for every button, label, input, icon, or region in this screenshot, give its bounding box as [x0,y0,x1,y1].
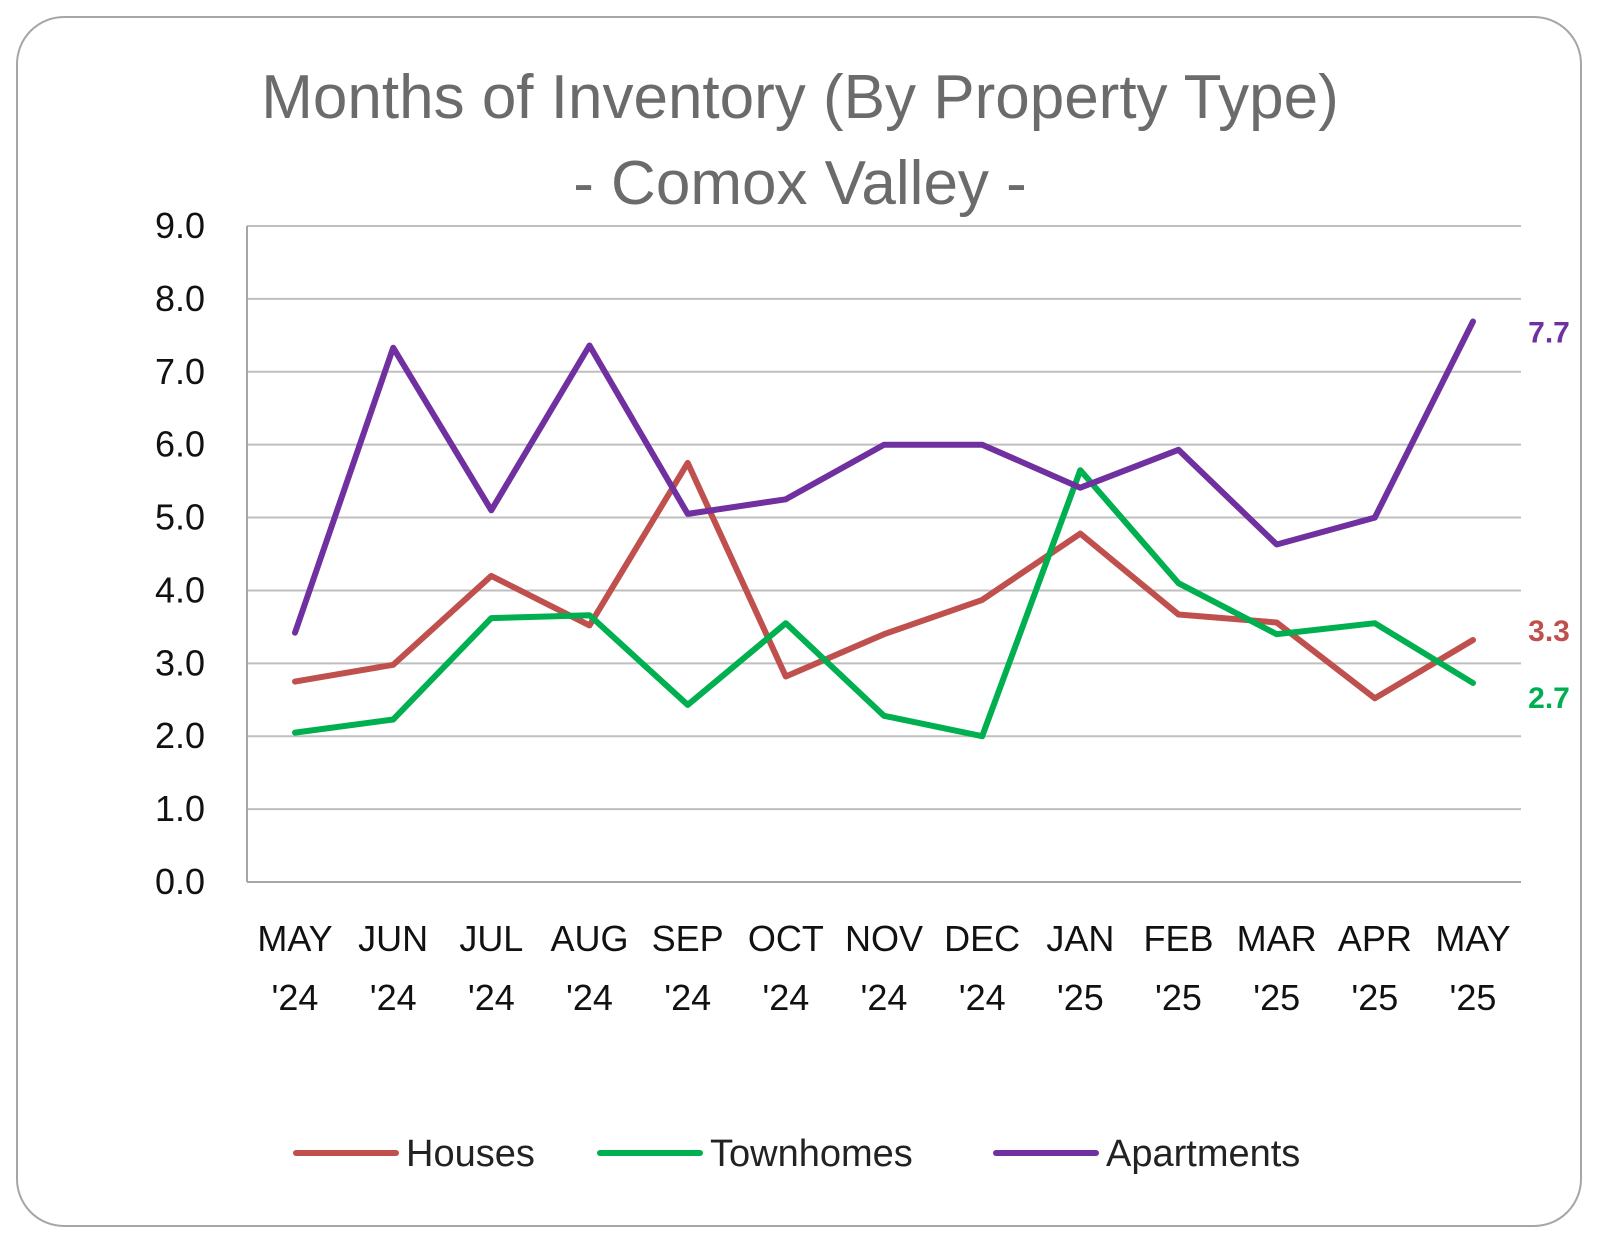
x-tick-label: '24 [664,977,711,1018]
x-tick-label: JUN [358,918,428,959]
y-tick-label: 6.0 [155,424,205,465]
x-tick-label: DEC [944,918,1020,959]
x-tick-label: NOV [845,918,923,959]
x-tick-label: '24 [468,977,515,1018]
x-tick-label: MAY [257,918,332,959]
end-label-apartments: 7.7 [1528,316,1570,349]
gridlines [247,225,1521,811]
series-line-townhomes [292,467,1476,740]
y-axis-tick-labels: 0.0 1.0 2.0 3.0 4.0 5.0 6.0 7.0 8.0 9.0 [155,205,205,902]
x-tick-label: '24 [566,977,613,1018]
end-label-houses: 3.3 [1528,615,1570,648]
end-value-labels: 3.3 2.7 7.7 [1528,316,1570,715]
x-tick-label: SEP [652,918,724,959]
x-axis-tick-labels: MAY '24 JUN '24 JUL '24 AUG '24 SEP '24 OCT '24 NOV '… [257,918,1510,1018]
end-label-townhomes: 2.7 [1528,682,1570,715]
x-tick-label: FEB [1143,918,1213,959]
x-tick-label: AUG [550,918,628,959]
y-tick-label: 2.0 [155,715,205,756]
x-tick-label: JAN [1046,918,1114,959]
y-tick-label: 1.0 [155,788,205,829]
y-tick-label: 7.0 [155,351,205,392]
y-tick-label: 9.0 [155,205,205,246]
x-tick-label: '25 [1057,977,1104,1018]
x-tick-label: '24 [762,977,809,1018]
chart-subtitle: - Comox Valley - [573,149,1027,218]
legend-label-houses: Houses [406,1133,535,1175]
legend-label-apartments: Apartments [1106,1133,1300,1175]
x-tick-label: MAR [1237,918,1317,959]
y-tick-label: 0.0 [155,861,205,902]
x-tick-label: OCT [748,918,824,959]
x-tick-label: '25 [1155,977,1202,1018]
x-tick-label: '24 [272,977,319,1018]
x-tick-label: MAY [1435,918,1510,959]
y-tick-label: 5.0 [155,497,205,538]
y-tick-label: 8.0 [155,278,205,319]
x-tick-label: '24 [370,977,417,1018]
y-tick-label: 3.0 [155,642,205,683]
x-tick-label: '24 [861,977,908,1018]
chart-frame [16,16,1582,1227]
x-tick-label: JUL [459,918,523,959]
x-tick-label: APR [1338,918,1412,959]
axes [246,226,1521,883]
y-tick-label: 4.0 [155,569,205,610]
series-line-houses [292,459,1476,702]
x-tick-label: '24 [959,977,1006,1018]
series-lines [292,318,1476,740]
chart-title: Months of Inventory (By Property Type) [261,63,1339,132]
x-tick-label: '25 [1253,977,1300,1018]
legend: Houses Townhomes Apartments [293,1133,1300,1175]
x-tick-label: '25 [1351,977,1398,1018]
legend-label-townhomes: Townhomes [710,1133,913,1175]
series-line-apartments [292,318,1476,636]
x-tick-label: '25 [1450,977,1497,1018]
